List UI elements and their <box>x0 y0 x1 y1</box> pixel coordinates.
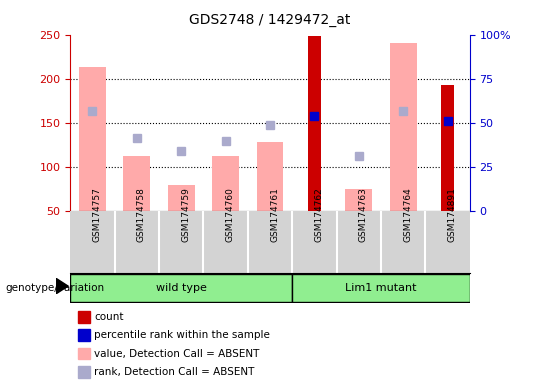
Text: Lim1 mutant: Lim1 mutant <box>345 283 417 293</box>
Text: rank, Detection Call = ABSENT: rank, Detection Call = ABSENT <box>94 367 255 377</box>
Bar <box>124 156 150 211</box>
Text: GSM174758: GSM174758 <box>137 187 146 242</box>
Text: GSM174757: GSM174757 <box>92 187 102 242</box>
Text: GSM174763: GSM174763 <box>359 187 368 242</box>
Text: count: count <box>94 312 124 322</box>
Text: GSM174762: GSM174762 <box>314 187 323 242</box>
Text: GSM174764: GSM174764 <box>403 187 412 242</box>
Bar <box>212 156 239 211</box>
Bar <box>79 67 106 211</box>
Text: value, Detection Call = ABSENT: value, Detection Call = ABSENT <box>94 349 260 359</box>
Bar <box>168 185 194 211</box>
Bar <box>346 189 372 211</box>
Bar <box>256 142 284 211</box>
Bar <box>441 85 454 211</box>
Bar <box>308 36 321 211</box>
Text: GDS2748 / 1429472_at: GDS2748 / 1429472_at <box>190 13 350 27</box>
Text: GSM174759: GSM174759 <box>181 187 190 242</box>
Bar <box>390 43 416 211</box>
Text: GSM174891: GSM174891 <box>448 187 457 242</box>
Text: wild type: wild type <box>156 283 207 293</box>
Text: GSM174761: GSM174761 <box>270 187 279 242</box>
Text: genotype/variation: genotype/variation <box>5 283 105 293</box>
Bar <box>292 274 470 302</box>
Text: GSM174760: GSM174760 <box>226 187 234 242</box>
Polygon shape <box>56 278 68 294</box>
Bar <box>70 274 292 302</box>
Text: percentile rank within the sample: percentile rank within the sample <box>94 330 271 340</box>
